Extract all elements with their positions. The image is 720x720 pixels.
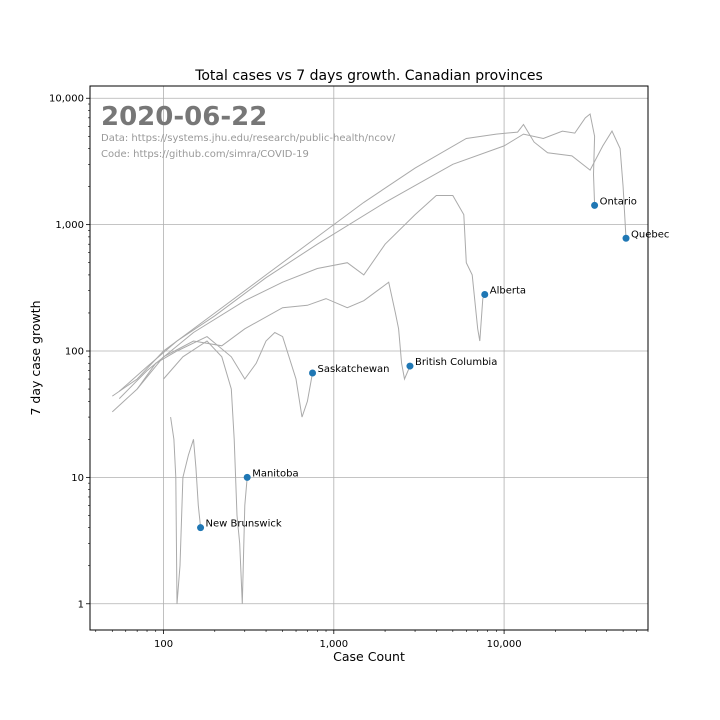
- y-tick-label: 10: [71, 473, 84, 484]
- trajectory-ontario: [118, 113, 596, 392]
- label-manitoba: Manitoba: [252, 468, 298, 479]
- y-tick-label: 100: [65, 347, 84, 358]
- point-british-columbia: [406, 362, 414, 370]
- trajectories: [111, 113, 627, 604]
- point-saskatchewan: [309, 369, 317, 377]
- code-source-annotation: Code: https://github.com/simra/COVID-19: [101, 149, 309, 160]
- chart-title: Total cases vs 7 days growth. Canadian p…: [194, 68, 543, 84]
- x-tick-label: 1,000: [319, 639, 348, 650]
- plot-frame: [89, 85, 649, 631]
- data-source-annotation: Data: https://systems.jhu.edu/research/p…: [101, 133, 396, 144]
- label-british-columbia: British Columbia: [415, 357, 497, 368]
- x-axis-label: Case Count: [333, 649, 405, 664]
- label-ontario: Ontario: [600, 196, 637, 207]
- trajectory-new-brunswick: [170, 417, 202, 604]
- y-tick-label: 10,000: [49, 94, 84, 105]
- trajectory-quebec: [112, 123, 627, 397]
- point-alberta: [481, 290, 489, 298]
- trajectory-alberta: [118, 195, 486, 399]
- y-tick-label: 1: [78, 599, 84, 610]
- y-axis-label: 7 day case growth: [28, 300, 43, 415]
- point-quebec: [622, 234, 630, 242]
- label-saskatchewan: Saskatchewan: [318, 364, 390, 375]
- grid: [90, 86, 648, 630]
- trajectory-saskatchewan: [136, 331, 313, 418]
- point-ontario: [591, 201, 599, 209]
- point-manitoba: [243, 473, 251, 481]
- x-tick-label: 10,000: [487, 639, 522, 650]
- label-new-brunswick: New Brunswick: [206, 519, 282, 530]
- ticks: 100 1,000 10,000 1 10 100 1,000 10,000: [49, 94, 649, 650]
- label-alberta: Alberta: [490, 285, 526, 296]
- date-annotation: 2020-06-22: [101, 102, 267, 132]
- trajectory-british-columbia: [111, 281, 411, 413]
- points: Ontario Quebec Alberta British Columbia Sask…: [197, 196, 669, 532]
- x-tick-label: 100: [154, 639, 173, 650]
- label-quebec: Quebec: [631, 229, 669, 240]
- y-tick-label: 1,000: [55, 220, 84, 231]
- point-new-brunswick: [197, 524, 205, 532]
- trajectory-manitoba: [163, 340, 248, 604]
